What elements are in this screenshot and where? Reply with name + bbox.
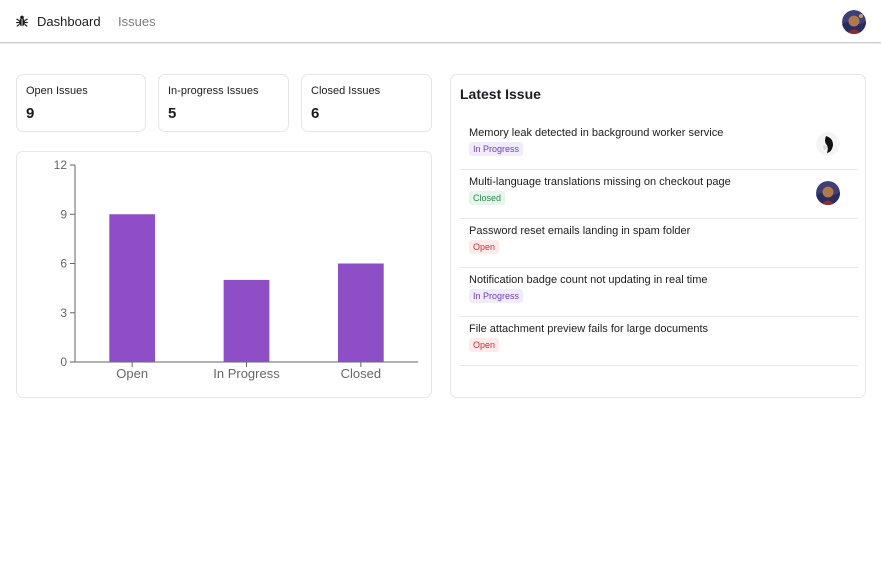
status-badge: In Progress bbox=[469, 289, 524, 303]
y-tick-label: 0 bbox=[60, 355, 67, 369]
y-tick-label: 3 bbox=[60, 306, 67, 320]
x-tick-label: In Progress bbox=[213, 366, 280, 381]
issue-row[interactable]: Password reset emails landing in spam fo… bbox=[460, 219, 858, 268]
stat-label: Closed Issues bbox=[311, 85, 381, 97]
issue-row[interactable]: Notification badge count not updating in… bbox=[460, 268, 858, 317]
x-tick-label: Open bbox=[116, 366, 148, 381]
stat-value: 6 bbox=[311, 105, 320, 122]
issue-row[interactable]: Memory leak detected in background worke… bbox=[460, 121, 858, 170]
x-tick-label: Closed bbox=[341, 366, 381, 381]
latest-issues-card: Latest Issue Memory leak detected in bac… bbox=[450, 74, 866, 398]
issue-title-link[interactable]: Password reset emails landing in spam fo… bbox=[469, 225, 691, 237]
y-tick-label: 6 bbox=[60, 257, 67, 271]
y-tick-label: 12 bbox=[54, 158, 68, 172]
issue-row[interactable]: File attachment preview fails for large … bbox=[460, 317, 858, 366]
issues-bar-chart: 0 3 6 9 12 Open In Progress Closed bbox=[54, 158, 418, 381]
issue-title-link[interactable]: Notification badge count not updating in… bbox=[469, 274, 708, 286]
nav-link-issues[interactable]: Issues bbox=[118, 14, 156, 29]
bar-open bbox=[109, 214, 156, 362]
issues-chart-card: 0 3 6 9 12 Open In Progress Closed bbox=[16, 151, 432, 398]
top-navbar: Dashboard Issues bbox=[0, 0, 881, 43]
issue-title-link[interactable]: Multi-language translations missing on c… bbox=[469, 176, 731, 188]
bug-icon[interactable] bbox=[15, 14, 29, 28]
status-badge: Open bbox=[469, 338, 500, 352]
y-tick-label: 9 bbox=[60, 207, 67, 221]
stat-card-closed: Closed Issues 6 bbox=[301, 74, 432, 132]
issue-title-link[interactable]: File attachment preview fails for large … bbox=[469, 323, 709, 335]
bar-in-progress bbox=[223, 279, 270, 362]
stat-label: In-progress Issues bbox=[168, 85, 259, 97]
assignee-avatar bbox=[816, 132, 840, 156]
nav-link-dashboard[interactable]: Dashboard bbox=[37, 14, 101, 29]
issue-title-link[interactable]: Memory leak detected in background worke… bbox=[469, 127, 724, 139]
stat-label: Open Issues bbox=[26, 85, 88, 97]
status-badge: In Progress bbox=[469, 142, 524, 156]
assignee-avatar bbox=[816, 181, 840, 205]
issue-row[interactable]: Multi-language translations missing on c… bbox=[460, 170, 858, 219]
stat-card-open: Open Issues 9 bbox=[16, 74, 146, 132]
status-badge: Open bbox=[469, 240, 500, 254]
bar-closed bbox=[337, 263, 384, 362]
stat-value: 5 bbox=[168, 105, 177, 122]
status-badge: Closed bbox=[469, 191, 506, 205]
stat-value: 9 bbox=[26, 105, 35, 122]
user-avatar[interactable] bbox=[842, 10, 866, 34]
latest-issues-title: Latest Issue bbox=[460, 86, 541, 102]
stat-card-in-progress: In-progress Issues 5 bbox=[158, 74, 289, 132]
